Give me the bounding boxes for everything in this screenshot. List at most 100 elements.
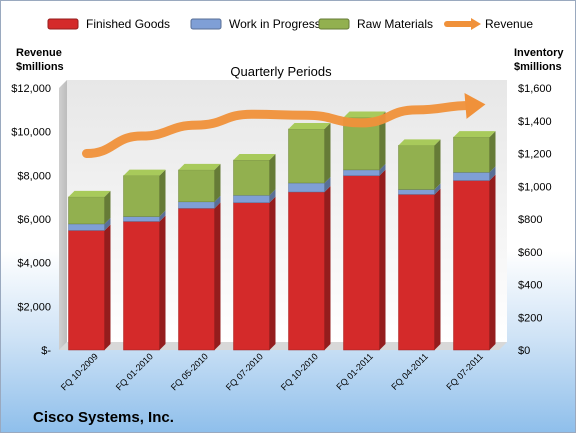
bar-finished-goods xyxy=(68,230,105,351)
bar-side-work-in-progress xyxy=(269,189,276,203)
bar-top xyxy=(343,111,386,118)
bar-side-finished-goods xyxy=(104,224,111,350)
right-tick-label: $0 xyxy=(518,345,530,357)
bar-finished-goods xyxy=(453,180,490,351)
left-tick-label: $8,000 xyxy=(17,170,51,182)
right-tick-label: $400 xyxy=(518,280,542,292)
legend-label-revenue: Revenue xyxy=(485,17,533,31)
bar-work-in-progress xyxy=(398,189,435,195)
left-tick-label: $12,000 xyxy=(11,83,51,95)
bar-side-work-in-progress xyxy=(489,166,496,181)
bar-side-finished-goods xyxy=(379,169,386,350)
x-tick-label: FQ 10-2010 xyxy=(279,351,320,392)
plot-side-wall xyxy=(59,80,67,350)
bar-side-raw-materials xyxy=(379,111,386,170)
bar-top xyxy=(123,169,166,176)
bar-top xyxy=(68,190,111,197)
bar-top xyxy=(453,131,496,138)
bar-side-work-in-progress xyxy=(434,183,441,195)
bar-raw-materials xyxy=(288,128,325,184)
bar-work-in-progress xyxy=(343,169,380,176)
bar-side-finished-goods xyxy=(324,185,331,350)
x-axis-ticks: FQ 10-2009 FQ 01-2010 FQ 05-2010 FQ 07-2010… xyxy=(59,351,485,392)
bar-side-raw-materials xyxy=(434,139,441,190)
bar-side-raw-materials xyxy=(489,131,496,173)
bar-raw-materials xyxy=(453,136,490,173)
x-tick-label: FQ 07-2011 xyxy=(444,351,485,392)
bar-raw-materials xyxy=(178,169,215,203)
x-tick-label: FQ 07-2010 xyxy=(224,351,265,392)
bar-side-work-in-progress xyxy=(379,163,386,176)
bar-work-in-progress xyxy=(288,182,325,193)
bar-raw-materials xyxy=(233,159,270,196)
left-tick-label: $- xyxy=(41,345,51,357)
x-tick-label: FQ 01-2011 xyxy=(334,351,375,392)
left-tick-label: $10,000 xyxy=(11,127,51,139)
right-axis-title-line1: Inventory xyxy=(514,47,564,59)
left-axis-ticks: $- $2,000 $4,000 $6,000 $8,000 $10,000 $12,000 xyxy=(11,83,51,357)
right-tick-label: $1,000 xyxy=(518,181,552,193)
bar-side-raw-materials xyxy=(104,190,111,224)
bars-layer xyxy=(68,111,496,351)
bar-finished-goods xyxy=(178,208,215,351)
bar-finished-goods xyxy=(398,194,435,351)
legend: Finished Goods Work in Progress Raw Materi… xyxy=(47,17,533,31)
bar-side-finished-goods xyxy=(434,188,441,350)
bar-finished-goods xyxy=(343,175,380,351)
legend-swatch-raw-materials xyxy=(318,18,350,30)
bar-side-finished-goods xyxy=(159,215,166,350)
right-axis-title-line2: $millions xyxy=(514,61,562,73)
right-tick-label: $1,600 xyxy=(518,83,552,95)
bar-work-in-progress xyxy=(68,223,105,231)
right-tick-label: $1,200 xyxy=(518,149,552,161)
revenue-line-layer xyxy=(82,92,486,158)
right-tick-label: $800 xyxy=(518,214,542,226)
left-tick-label: $4,000 xyxy=(17,258,51,270)
bar-side-work-in-progress xyxy=(214,195,221,209)
chart-title: Quarterly Periods xyxy=(230,64,332,79)
legend-label-work-in-progress: Work in Progress xyxy=(229,17,321,31)
bar-finished-goods xyxy=(288,191,325,351)
bar-top xyxy=(288,122,331,129)
bar-work-in-progress xyxy=(178,201,215,209)
bar-work-in-progress xyxy=(123,216,160,222)
left-axis-title-line2: $millions xyxy=(16,61,64,73)
legend-arrowhead-revenue xyxy=(471,18,481,30)
bar-side-finished-goods xyxy=(489,174,496,350)
right-tick-label: $1,400 xyxy=(518,116,552,128)
x-tick-label: FQ 01-2010 xyxy=(114,351,155,392)
x-tick-label: FQ 10-2009 xyxy=(59,351,100,392)
bar-side-work-in-progress xyxy=(159,210,166,222)
bar-side-raw-materials xyxy=(324,122,331,183)
bar-side-work-in-progress xyxy=(324,176,331,192)
legend-label-raw-materials: Raw Materials xyxy=(357,17,433,31)
right-axis-ticks: $0 $200 $400 $600 $800 $1,000 $1,200 $1,400 $1,6… xyxy=(518,83,552,357)
right-tick-label: $200 xyxy=(518,312,542,324)
bar-work-in-progress xyxy=(233,195,270,203)
legend-swatch-work-in-progress xyxy=(190,18,222,30)
right-tick-label: $600 xyxy=(518,247,542,259)
company-name: Cisco Systems, Inc. xyxy=(33,409,174,426)
revenue-arrowhead xyxy=(464,92,486,119)
bar-top xyxy=(233,154,276,161)
bar-raw-materials xyxy=(123,175,160,217)
left-axis-title-line1: Revenue xyxy=(16,47,62,59)
left-tick-label: $2,000 xyxy=(17,301,51,313)
bar-side-finished-goods xyxy=(269,196,276,350)
bar-work-in-progress xyxy=(453,172,490,181)
bar-side-raw-materials xyxy=(269,154,276,196)
x-tick-label: FQ 04-2011 xyxy=(389,351,430,392)
plot-floor xyxy=(59,342,507,350)
left-tick-label: $6,000 xyxy=(17,214,51,226)
legend-label-finished-goods: Finished Goods xyxy=(86,17,170,31)
bar-raw-materials xyxy=(68,196,105,225)
revenue-line xyxy=(82,100,476,158)
x-tick-label: FQ 05-2010 xyxy=(169,351,210,392)
bar-side-finished-goods xyxy=(214,202,221,350)
bar-side-work-in-progress xyxy=(104,217,111,231)
bar-side-raw-materials xyxy=(214,163,221,202)
bar-finished-goods xyxy=(123,221,160,351)
bar-top xyxy=(398,139,441,146)
